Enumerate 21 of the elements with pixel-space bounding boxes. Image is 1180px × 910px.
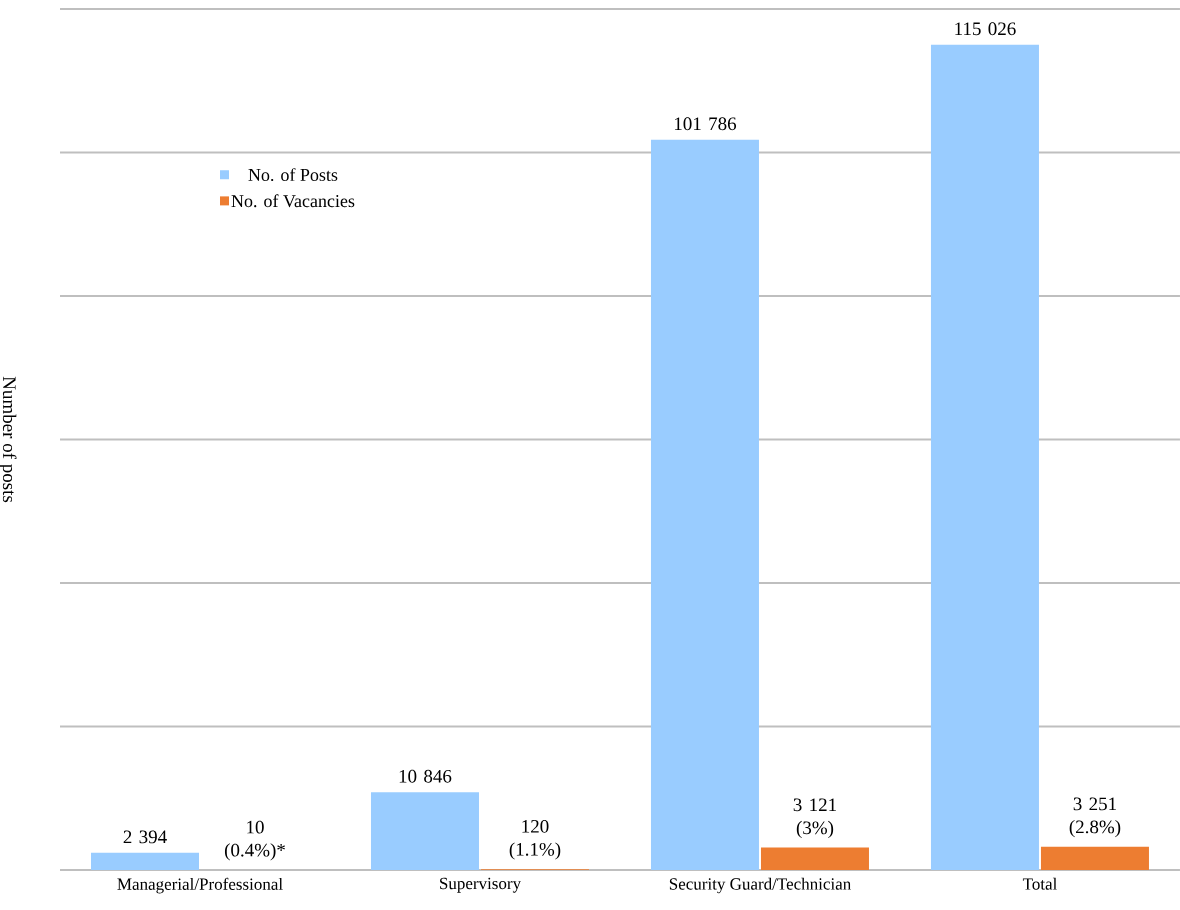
data-label: 10 (0.4%)* bbox=[224, 820, 285, 861]
bar bbox=[930, 44, 1039, 870]
legend-label: No. of Vacancies bbox=[231, 194, 355, 208]
bar bbox=[1040, 846, 1149, 870]
data-label: 3 251 (2.8%) bbox=[1069, 797, 1121, 838]
data-label: 115 026 bbox=[955, 22, 1016, 36]
y-axis-title: Number of posts bbox=[0, 376, 17, 503]
bar bbox=[760, 847, 869, 870]
bar bbox=[650, 139, 759, 870]
x-tick-label: Supervisory bbox=[440, 877, 521, 893]
data-label: 101 786 bbox=[674, 117, 737, 131]
data-label: 10 846 bbox=[399, 769, 452, 783]
x-tick-label: Total bbox=[1022, 877, 1057, 890]
bar bbox=[370, 792, 479, 870]
data-label: 2 394 bbox=[123, 830, 167, 844]
bar bbox=[90, 852, 199, 870]
data-label: 3 121 (3%) bbox=[793, 798, 836, 839]
x-tick-label: Security Guard/Technician bbox=[669, 877, 851, 894]
data-label: 120 (1.1%) bbox=[509, 819, 561, 860]
legend-label: No. of Posts bbox=[248, 168, 338, 182]
x-tick-label: Managerial/Professional bbox=[117, 877, 283, 894]
